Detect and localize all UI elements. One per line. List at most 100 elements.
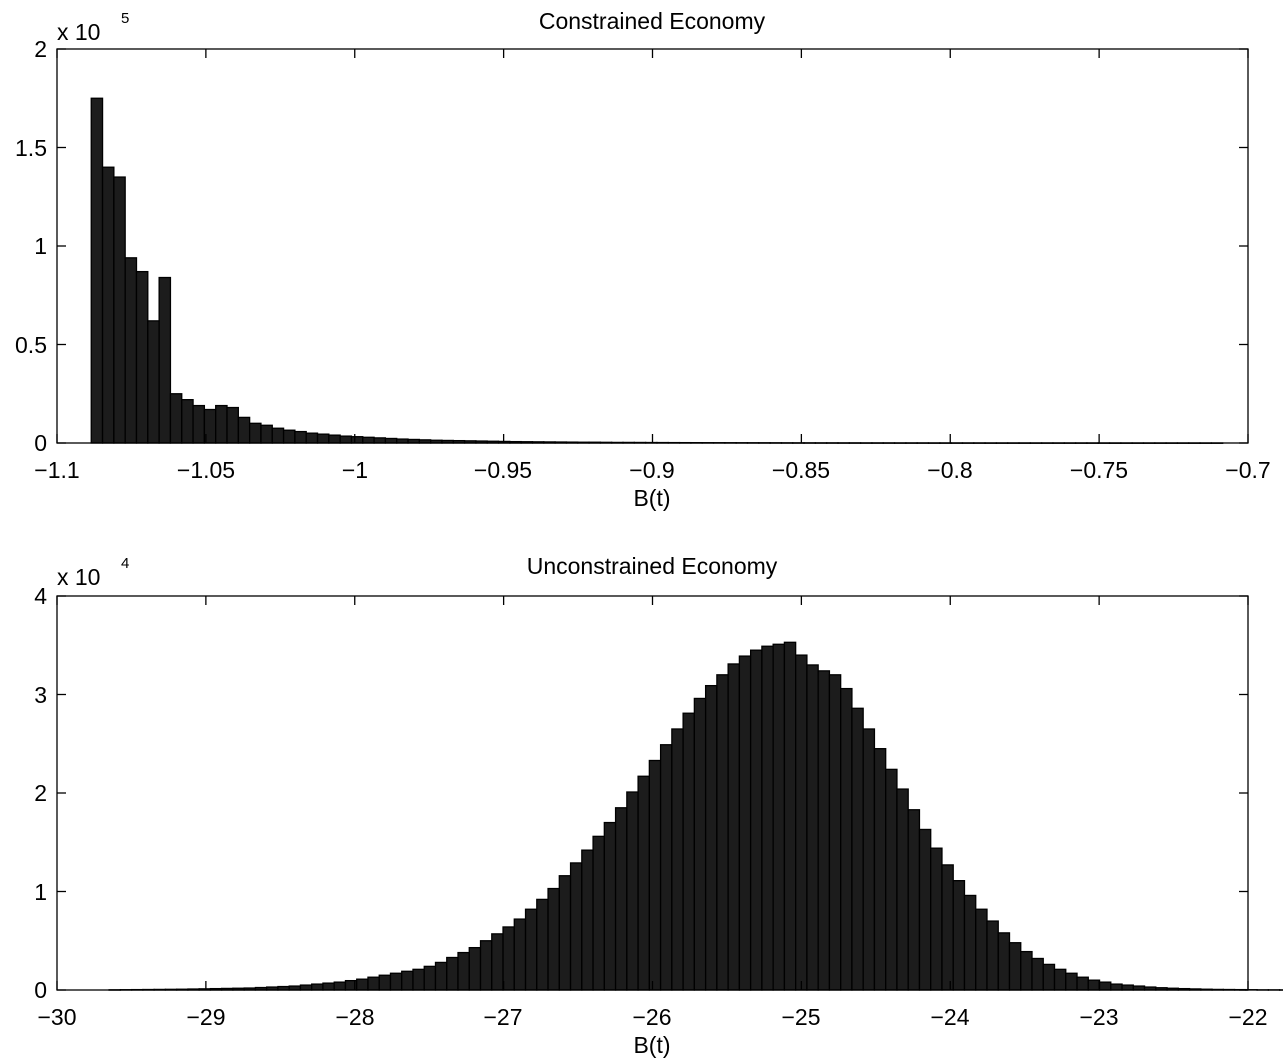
histogram-bar xyxy=(181,399,194,444)
histogram-bar xyxy=(693,697,707,991)
histogram-bar xyxy=(896,788,909,991)
histogram-bar xyxy=(817,670,831,991)
histogram-bar xyxy=(918,828,932,991)
x-tick-label: −25 xyxy=(781,1004,820,1030)
histogram-bar xyxy=(299,984,313,991)
histogram-bar xyxy=(873,748,887,991)
bar-series xyxy=(90,97,1224,444)
axis-ticks xyxy=(56,48,1249,444)
histogram-bar xyxy=(795,654,808,991)
histogram-bar xyxy=(1110,983,1123,991)
histogram-bar xyxy=(682,712,696,991)
y-tick-labels: 0 0.5 1 1.5 2 xyxy=(15,36,47,456)
y-axis-multiplier: x 10 5 xyxy=(57,10,129,45)
histogram-bar xyxy=(457,951,470,991)
x-tick-label: −27 xyxy=(483,1004,522,1030)
histogram-bar xyxy=(524,908,538,991)
y-multiplier-exponent: 5 xyxy=(121,10,129,27)
histogram-bar xyxy=(941,864,954,991)
histogram-bar xyxy=(311,983,324,991)
histogram-bar xyxy=(716,674,729,991)
x-tick-label: −0.95 xyxy=(474,457,532,483)
histogram-bar xyxy=(412,968,425,991)
histogram-bar xyxy=(282,429,296,444)
y-tick-label: 4 xyxy=(34,583,47,609)
plot-frame xyxy=(56,48,1249,444)
histogram-bar xyxy=(491,933,504,991)
plot-frame xyxy=(56,595,1249,991)
histogram-bar xyxy=(997,932,1011,991)
y-tick-labels: 0 1 2 3 4 xyxy=(34,583,47,1003)
x-tick-label: −23 xyxy=(1079,1004,1118,1030)
y-tick-label: 0 xyxy=(34,977,47,1003)
x-axis-title: B(t) xyxy=(633,485,670,511)
histogram-bar xyxy=(592,835,605,991)
histogram-bar xyxy=(614,807,628,991)
histogram-bar xyxy=(135,270,149,444)
histogram-bar xyxy=(772,643,786,991)
y-tick-label: 3 xyxy=(34,682,47,708)
histogram-bar xyxy=(90,97,104,444)
y-tick-label: 0.5 xyxy=(15,332,47,358)
histogram-bar xyxy=(783,641,797,991)
histogram-bar xyxy=(350,436,364,444)
histogram-bar xyxy=(1042,963,1056,991)
y-tick-label: 2 xyxy=(34,780,47,806)
histogram-bar xyxy=(401,970,414,991)
histogram-bar xyxy=(423,965,437,991)
histogram-bar xyxy=(248,422,262,444)
y-tick-label: 2 xyxy=(34,36,47,62)
histogram-bar xyxy=(271,427,285,444)
histogram-bar xyxy=(356,978,369,991)
histogram-bar xyxy=(1098,981,1112,991)
y-multiplier-base: x 10 xyxy=(57,19,100,45)
x-tick-label: −24 xyxy=(930,1004,969,1030)
histogram-bar xyxy=(362,436,375,444)
x-tick-label: −28 xyxy=(335,1004,374,1030)
x-tick-label: −0.8 xyxy=(927,457,972,483)
histogram-bar xyxy=(885,768,898,991)
x-tick-label: −1.1 xyxy=(34,457,79,483)
histogram-bar xyxy=(124,257,138,444)
x-tick-label: −0.9 xyxy=(629,457,674,483)
y-axis-multiplier: x 10 4 xyxy=(57,555,129,590)
histogram-bar xyxy=(738,655,752,991)
histogram-bar xyxy=(1020,950,1033,991)
histogram-bar xyxy=(806,664,819,991)
x-tick-labels: −1.1 −1.05 −1 −0.95 −0.9 −0.85 −0.8 −0.7… xyxy=(34,457,1270,483)
x-tick-labels: −30 −29 −28 −27 −26 −25 −24 −23 −22 xyxy=(37,1004,1267,1030)
histogram-bar xyxy=(840,687,853,991)
histogram-bar xyxy=(316,433,330,444)
histogram-bar xyxy=(305,432,319,444)
histogram-bar xyxy=(581,849,594,991)
x-tick-label: −1 xyxy=(342,457,368,483)
histogram-bar xyxy=(659,744,673,991)
histogram-bar xyxy=(384,437,398,444)
histogram-bar xyxy=(637,775,650,991)
histogram-bar xyxy=(749,649,763,991)
histogram-bar xyxy=(322,982,335,991)
x-tick-label: −29 xyxy=(186,1004,225,1030)
x-tick-label: −0.75 xyxy=(1070,457,1128,483)
histogram-bar xyxy=(1076,976,1089,991)
histogram-bar xyxy=(339,435,353,444)
histogram-bar xyxy=(513,918,527,991)
histogram-bar xyxy=(671,728,684,991)
histogram-bar xyxy=(215,404,228,444)
histogram-bar xyxy=(333,981,347,991)
bar-series xyxy=(108,641,1283,991)
y-tick-label: 1 xyxy=(34,879,47,905)
histogram-bar xyxy=(761,645,774,991)
histogram-bar xyxy=(986,920,999,991)
histogram-bar xyxy=(862,728,876,991)
histogram-bar xyxy=(260,424,273,444)
histogram-bar xyxy=(828,674,842,991)
histogram-bar xyxy=(169,393,183,444)
x-tick-label: −26 xyxy=(632,1004,671,1030)
histogram-bar xyxy=(626,791,639,991)
histogram-bar xyxy=(1121,984,1134,991)
histogram-bar xyxy=(975,908,988,991)
chart-title: Constrained Economy xyxy=(539,8,766,34)
histogram-bar xyxy=(930,847,943,991)
y-multiplier-exponent: 4 xyxy=(121,555,129,572)
